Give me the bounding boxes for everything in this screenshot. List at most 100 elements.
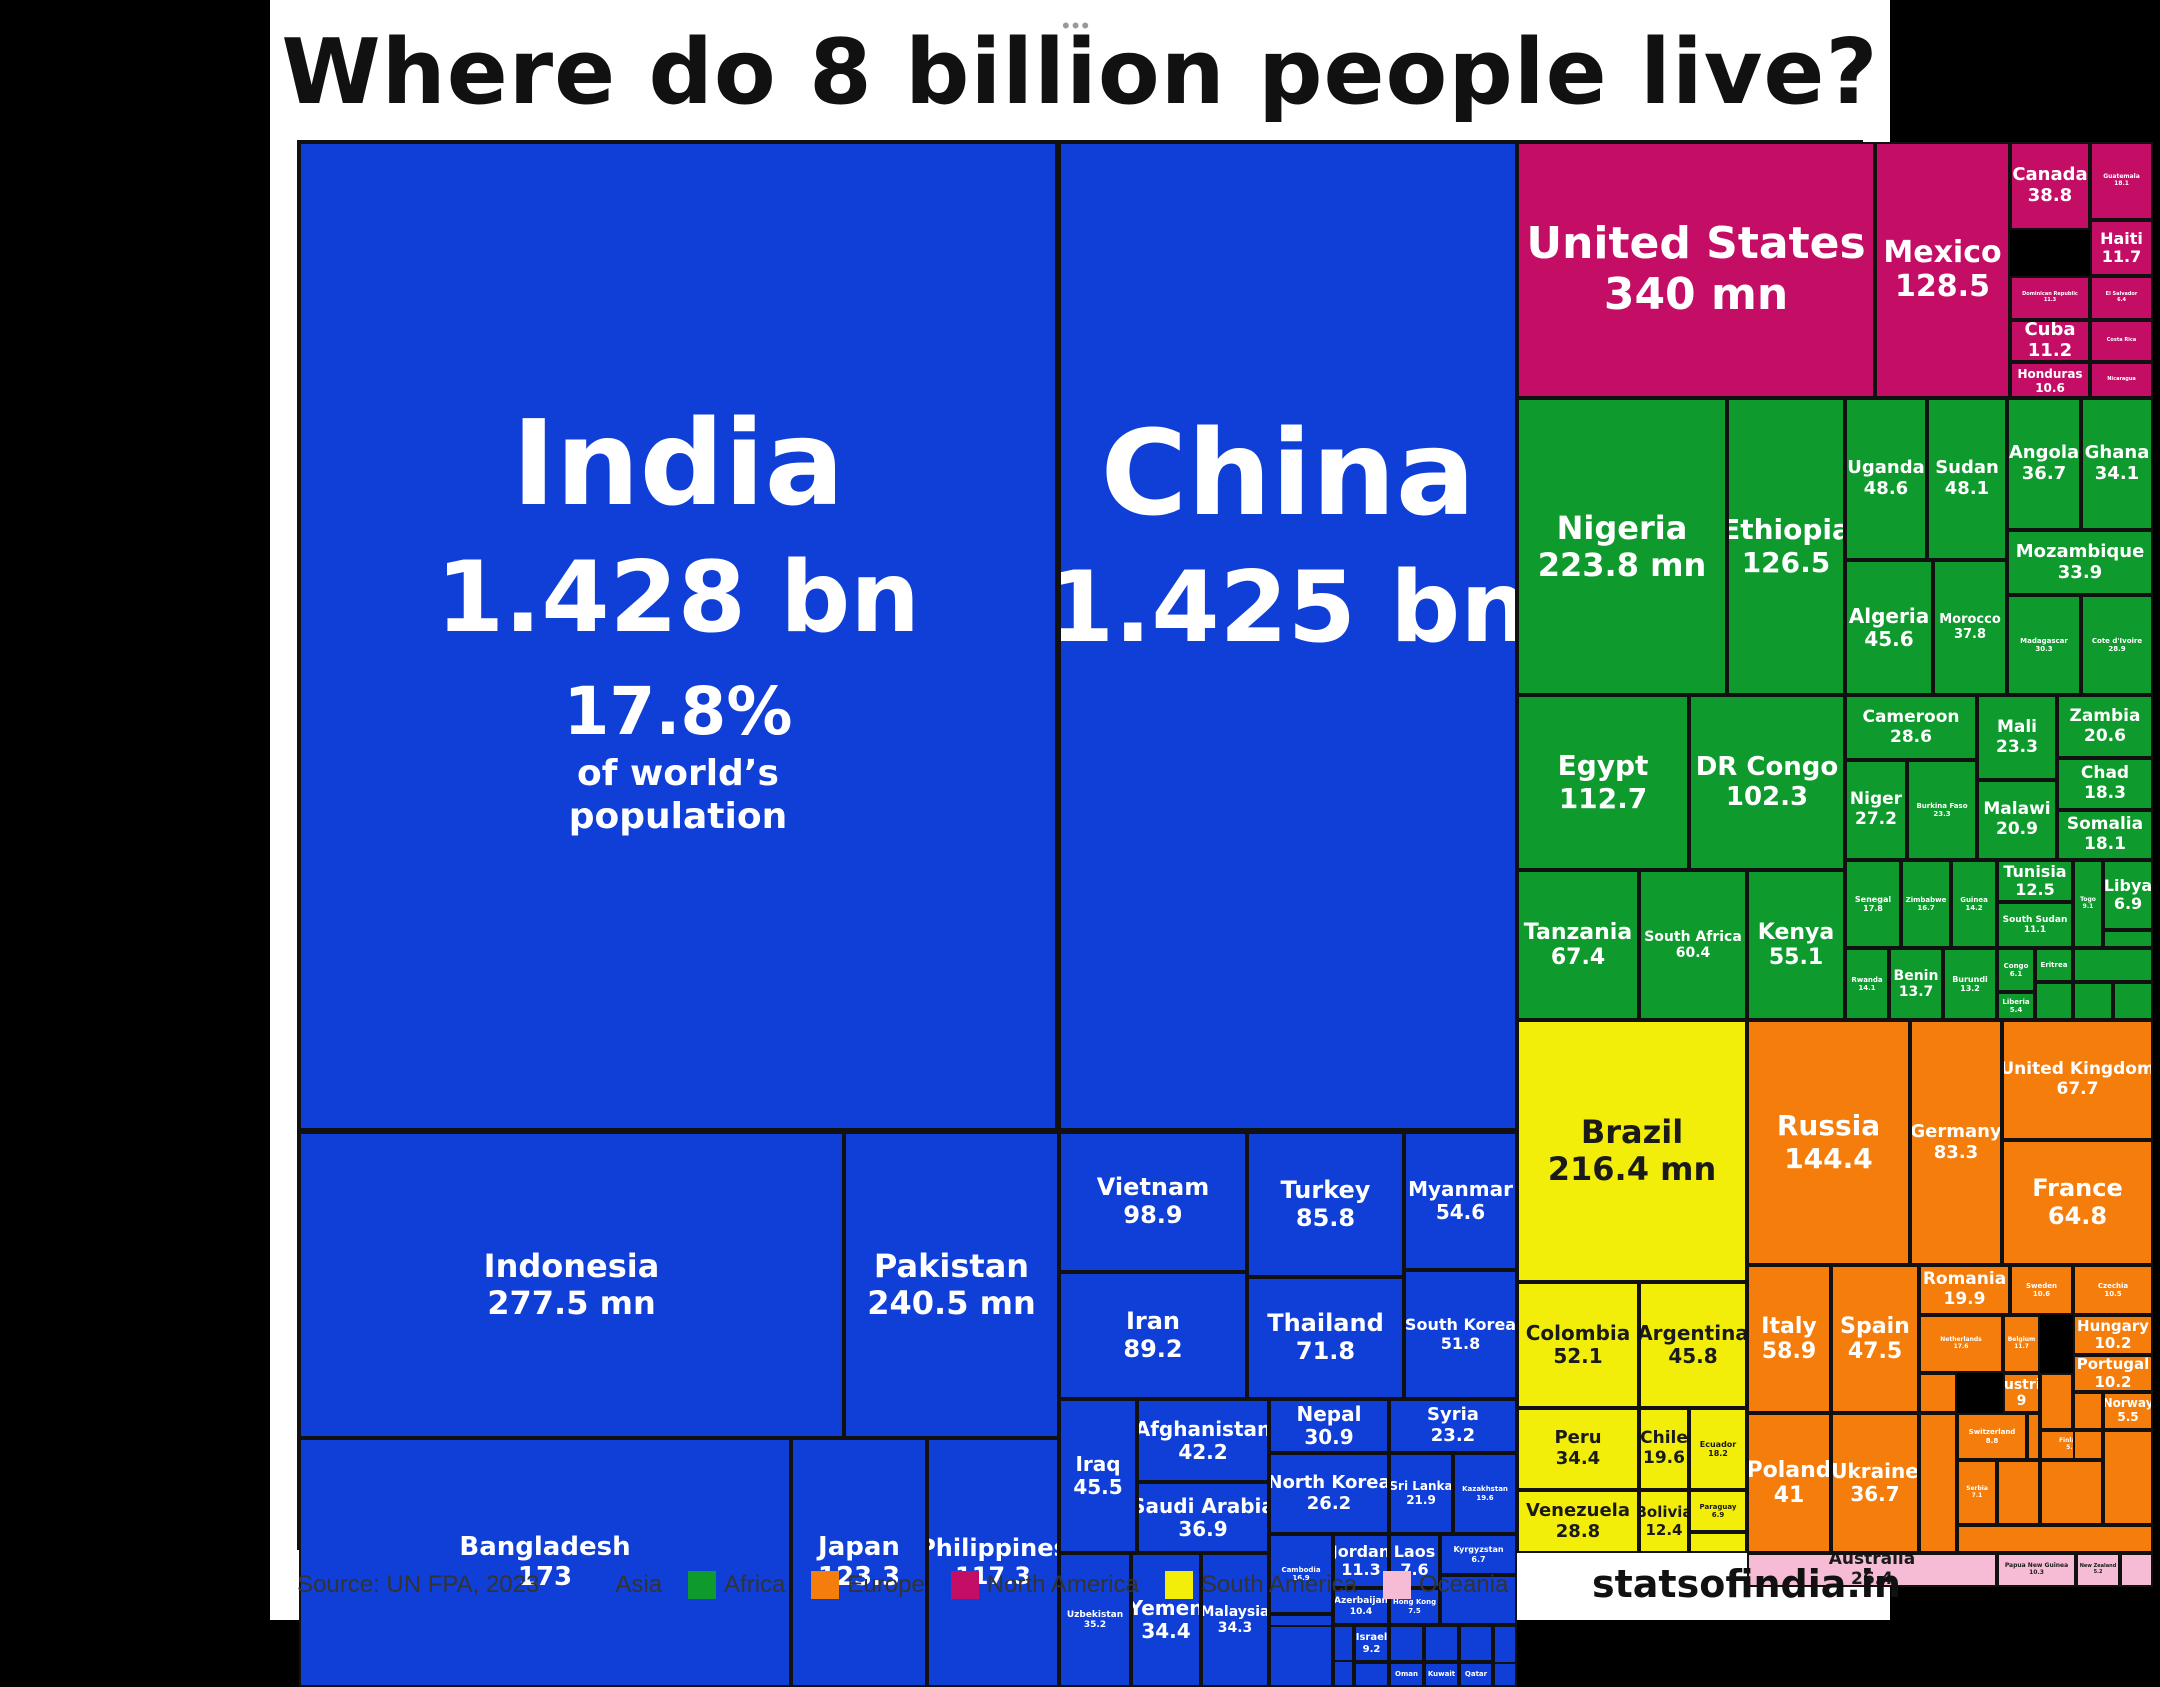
tile-congo: Congo 6.1 xyxy=(1997,948,2035,992)
tile-value: 144.4 xyxy=(1784,1141,1873,1175)
tile-value: 54.6 xyxy=(1435,1200,1486,1224)
tile-tanzania: Tanzania 67.4 xyxy=(1517,870,1639,1020)
tile-value: 9 xyxy=(2016,1393,2027,1409)
tile-small-country xyxy=(1919,1373,1957,1413)
tile-pakistan: Pakistan 240.5 mn xyxy=(844,1132,1059,1438)
tile-spain: Spain 47.5 xyxy=(1831,1265,1919,1413)
legend-swatch xyxy=(1382,1571,1411,1599)
tile-label: Senegal xyxy=(1854,894,1892,904)
tile-afghanistan: Afghanistan 42.2 xyxy=(1137,1399,1269,1482)
tile-small-country xyxy=(1389,1625,1424,1662)
tile-value: 34.4 xyxy=(1141,1619,1191,1643)
tile-label: Mozambique xyxy=(2015,540,2145,562)
tile-label: Germany xyxy=(1910,1120,2002,1142)
tile-papua-new-guinea: Papua New Guinea 10.3 xyxy=(1997,1553,2076,1587)
tile-sudan: Sudan 48.1 xyxy=(1927,398,2007,560)
tile-guinea: Guinea 14.2 xyxy=(1951,860,1997,948)
tile-value: 10.2 xyxy=(2094,1334,2132,1352)
tile-label: Netherlands xyxy=(1940,1336,1982,1344)
tile-value: 28.6 xyxy=(1890,726,1932,747)
tile-small-country xyxy=(2040,1373,2073,1430)
tile-label: Guinea xyxy=(1960,895,1988,904)
tile-label: Iraq xyxy=(1075,1452,1121,1476)
tile-label: Israel xyxy=(1355,1632,1388,1643)
tile-value: 45.5 xyxy=(1073,1475,1123,1499)
tile-value: 6.7 xyxy=(1471,1554,1486,1564)
tile-label: Zambia xyxy=(2069,705,2141,726)
tile-value: 27.2 xyxy=(1855,809,1897,829)
tile-italy: Italy 58.9 xyxy=(1747,1265,1831,1413)
legend: Asia Africa Europe North America South Ameri… xyxy=(553,1571,1508,1599)
tile-value: 8.8 xyxy=(1985,1436,1999,1445)
tile-south-sudan: South Sudan 11.1 xyxy=(1997,902,2073,948)
tile-label: Bolivia xyxy=(1641,1503,1687,1522)
tile-germany: Germany 83.3 xyxy=(1910,1020,2002,1265)
tile-value: 26.2 xyxy=(1306,1492,1352,1514)
tile-egypt: Egypt 112.7 xyxy=(1517,695,1689,870)
tile-value: 6.9 xyxy=(2113,894,2143,913)
tile-russia: Russia 144.4 xyxy=(1747,1020,1910,1265)
tile-brazil: Brazil 216.4 mn xyxy=(1517,1020,1747,1282)
tile-niger: Niger 27.2 xyxy=(1845,760,1907,860)
tile-costa-rica: Costa Rica xyxy=(2090,320,2153,362)
tile-label: Chile xyxy=(1640,1428,1688,1449)
india-share-caption: of world’s population xyxy=(568,752,788,837)
tile-netherlands: Netherlands 17.6 xyxy=(1919,1315,2003,1373)
tile-value: 11.3 xyxy=(2043,297,2057,303)
tile-value: 11.1 xyxy=(2023,925,2047,935)
tile-label: Norway xyxy=(2103,1396,2153,1411)
tile-label: China xyxy=(1100,404,1476,542)
legend-label: South America xyxy=(1200,1571,1357,1598)
tile-czechia: Czechia 10.5 xyxy=(2073,1265,2153,1315)
tile-morocco: Morocco 37.8 xyxy=(1933,560,2007,695)
tile-cote-d-ivoire: Cote d'Ivoire 28.9 xyxy=(2081,595,2153,695)
tile-value: 55.1 xyxy=(1768,945,1824,970)
tile-value: 9.1 xyxy=(2082,903,2094,910)
tile-honduras: Honduras 10.6 xyxy=(2010,362,2090,398)
tile-value: 18.3 xyxy=(2084,783,2126,803)
tile-label: Cote d'Ivoire xyxy=(2091,636,2143,645)
tile-value: 11.7 xyxy=(2014,1343,2029,1350)
tile-value: 10.2 xyxy=(2094,1372,2132,1391)
tile-guatemala: Guatemala 18.1 xyxy=(2090,142,2153,220)
tile-label: Nigeria xyxy=(1556,508,1688,547)
tile-value: 19.6 xyxy=(1643,1448,1685,1468)
tile-label: Belgium xyxy=(2007,1336,2036,1344)
tile-value: 38.8 xyxy=(2027,185,2073,206)
tile-hungary: Hungary 10.2 xyxy=(2073,1315,2153,1355)
tile-el-salvador: El Salvador 6.4 xyxy=(2090,276,2153,320)
tile-label: Finland xyxy=(2058,1437,2085,1445)
tile-small-country xyxy=(1440,1575,1517,1625)
tile-hong-kong: Hong Kong 7.5 xyxy=(1389,1588,1440,1625)
tile-value: 58.9 xyxy=(1761,1339,1817,1364)
tile-bolivia: Bolivia12.4 xyxy=(1639,1490,1689,1553)
tile-china: China 1.425 bn xyxy=(1059,142,1517,1130)
tile-value: 1.425 bn xyxy=(1059,550,1517,665)
tile-value: 13.2 xyxy=(1960,984,1980,993)
tile-vietnam: Vietnam 98.9 xyxy=(1059,1132,1247,1272)
tile-value: 20.9 xyxy=(1996,819,2038,839)
tile-value: 7.5 xyxy=(1408,1606,1421,1615)
tile-norway: Norway 5.5 xyxy=(2103,1392,2153,1430)
tile-value: 5.5 xyxy=(2066,1444,2077,1451)
tile-label: Cambodia xyxy=(1281,1565,1321,1574)
tile-value: 6.9 xyxy=(1711,1511,1725,1519)
tile-nicaragua: Nicaragua xyxy=(2090,362,2153,398)
legend-swatch xyxy=(579,1571,608,1599)
tile-ukraine: Ukraine 36.7 xyxy=(1831,1413,1919,1553)
more-dots-icon[interactable]: ••• xyxy=(1062,13,1092,38)
tile-label: Madagascar xyxy=(2020,636,2068,645)
tile-label: Iran xyxy=(1125,1306,1181,1335)
tile-madagascar: Madagascar 30.3 xyxy=(2007,595,2081,695)
tile-small-country xyxy=(2040,1460,2103,1525)
tile-azerbaijan: Azerbaijan 10.4 xyxy=(1333,1588,1389,1625)
tile-north-korea: North Korea 26.2 xyxy=(1269,1453,1389,1534)
chart-title: Where do 8 billion people live? xyxy=(281,20,1879,125)
tile-value: 10.6 xyxy=(2032,1290,2051,1298)
tile-value: 10.3 xyxy=(2029,1569,2044,1576)
tile-iraq: Iraq 45.5 xyxy=(1059,1399,1137,1553)
tile-rwanda: Rwanda 14.1 xyxy=(1845,948,1889,1020)
tile-kazakhstan: Kazakhstan 19.6 xyxy=(1453,1453,1517,1534)
tile-ecuador: Ecuador 18.2 xyxy=(1689,1408,1747,1490)
tile-qatar: Qatar xyxy=(1459,1662,1493,1687)
